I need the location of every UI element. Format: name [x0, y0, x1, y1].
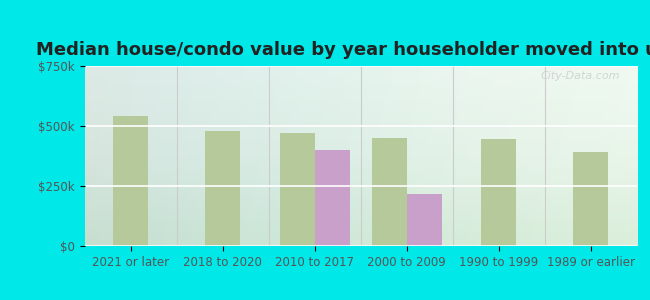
Bar — [113, 116, 148, 246]
Bar — [280, 133, 315, 246]
Title: Median house/condo value by year householder moved into unit: Median house/condo value by year househo… — [36, 41, 650, 59]
Bar — [372, 138, 407, 246]
Bar — [573, 152, 608, 246]
Bar — [205, 131, 240, 246]
Bar — [407, 194, 442, 246]
Text: City-Data.com: City-Data.com — [541, 71, 620, 81]
Bar — [315, 150, 350, 246]
Bar — [482, 139, 516, 246]
